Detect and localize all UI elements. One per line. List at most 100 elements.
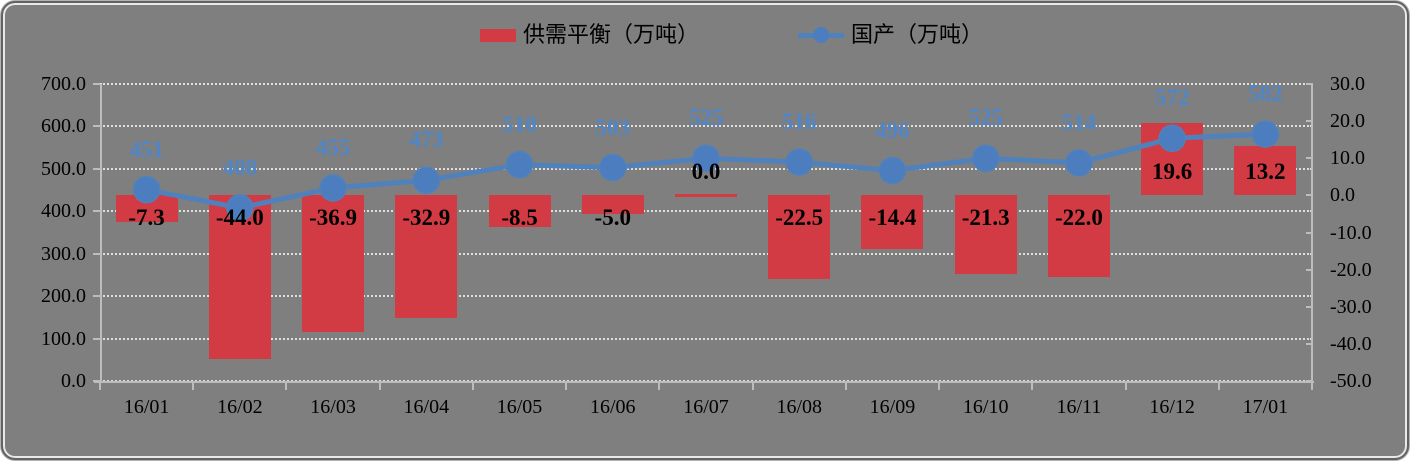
line-marker-icon xyxy=(226,194,254,222)
line-marker-icon xyxy=(1251,120,1280,148)
x-axis-tick xyxy=(192,382,195,390)
bar-16/11 xyxy=(1047,195,1110,278)
line-value-label: 503 xyxy=(595,114,631,140)
x-axis-category-label: 16/11 xyxy=(1056,396,1102,418)
x-axis-tick xyxy=(751,382,754,390)
right-axis-tick xyxy=(1306,83,1313,85)
x-axis-category-label: 16/09 xyxy=(869,396,916,418)
left-axis-tick-label: 0.0 xyxy=(61,370,86,392)
line-swatch-marker-icon xyxy=(813,27,829,43)
gridline xyxy=(100,295,1312,298)
line-marker-icon xyxy=(1158,124,1186,153)
left-axis-tick xyxy=(93,83,100,85)
bar-16/04 xyxy=(395,195,458,318)
x-axis-tick xyxy=(658,382,661,390)
bar-value-label: 19.6 xyxy=(1152,159,1193,185)
bar-16/09 xyxy=(861,195,924,249)
right-axis-tick xyxy=(1306,268,1313,271)
right-axis-tick-label: 0.0 xyxy=(1330,184,1355,207)
legend-item-supply-demand-balance[interactable]: 供需平衡（万吨） xyxy=(480,22,699,48)
right-axis-tick-label: 30.0 xyxy=(1330,73,1365,95)
right-axis-line xyxy=(1311,84,1313,383)
right-axis-tick-label: -10.0 xyxy=(1330,221,1372,244)
x-axis-category-label: 16/07 xyxy=(683,396,729,418)
line-value-label: 525 xyxy=(968,105,1003,131)
right-axis-tick-label: 10.0 xyxy=(1330,147,1365,170)
gridline xyxy=(100,252,1312,255)
line-marker-icon xyxy=(599,153,627,182)
x-axis-tick xyxy=(1031,382,1034,390)
right-axis-tick-label: -20.0 xyxy=(1330,258,1372,281)
x-axis-tick xyxy=(1311,382,1313,390)
x-axis-category-label: 16/04 xyxy=(403,396,450,418)
left-axis-tick xyxy=(93,167,100,170)
line-value-label: 496 xyxy=(875,117,910,143)
line-value-label: 408 xyxy=(222,154,258,180)
line-marker-icon xyxy=(785,148,813,176)
gridline xyxy=(100,210,1312,213)
legend-item-domestic-production[interactable]: 国产（万吨） xyxy=(798,22,983,48)
right-axis-tick xyxy=(1306,342,1313,345)
bar-value-label: 0.0 xyxy=(691,159,721,185)
bar-16/05 xyxy=(488,195,551,227)
gridline xyxy=(100,337,1312,340)
x-axis-tick xyxy=(1217,382,1220,390)
line-value-label: 514 xyxy=(1061,109,1097,135)
left-axis-tick xyxy=(93,125,100,128)
line-marker-icon xyxy=(505,150,534,179)
x-axis-tick xyxy=(99,382,101,390)
right-axis-tick-label: -30.0 xyxy=(1330,295,1372,318)
line-value-label: 510 xyxy=(502,111,537,137)
x-axis-category-label: 17/01 xyxy=(1242,396,1289,418)
x-axis-category-label: 16/10 xyxy=(962,396,1009,418)
line-value-label: 516 xyxy=(781,109,817,135)
right-axis-tick xyxy=(1306,305,1313,308)
gridline xyxy=(100,83,1312,85)
right-axis-tick-label: -50.0 xyxy=(1330,370,1372,392)
bar-value-label: -8.5 xyxy=(501,205,538,231)
bar-value-label: -32.9 xyxy=(402,205,451,231)
x-axis-category-label: 16/08 xyxy=(776,396,822,418)
bar-17/01 xyxy=(1234,146,1297,196)
right-axis-tick xyxy=(1306,120,1313,123)
left-axis-line xyxy=(100,84,102,383)
bar-value-label: -5.0 xyxy=(594,205,631,231)
bar-value-label: -7.3 xyxy=(128,205,165,231)
x-axis-category-label: 16/05 xyxy=(496,396,543,418)
x-axis-category-label: 16/12 xyxy=(1149,396,1195,418)
left-axis-tick-label: 400.0 xyxy=(41,200,86,223)
left-axis-tick xyxy=(93,210,100,213)
bar-value-label: -36.9 xyxy=(309,205,358,231)
right-axis-tick xyxy=(1306,380,1313,382)
line-series-swatch-icon xyxy=(798,27,844,43)
line-marker-icon xyxy=(878,156,907,185)
line-value-label: 582 xyxy=(1248,81,1283,107)
bar-16/06 xyxy=(581,195,644,214)
bar-16/10 xyxy=(954,195,1017,275)
x-axis-tick xyxy=(844,382,847,390)
line-marker-icon xyxy=(132,175,161,204)
right-axis-tick xyxy=(1306,194,1313,197)
left-axis-tick-label: 500.0 xyxy=(41,157,86,180)
bar-value-label: -21.3 xyxy=(961,205,1010,231)
line-marker-icon xyxy=(1065,149,1093,177)
line-value-label: 455 xyxy=(315,134,351,160)
x-axis-tick xyxy=(285,382,288,390)
bar-16/08 xyxy=(768,195,831,279)
x-axis-tick xyxy=(378,382,381,390)
right-axis-tick xyxy=(1306,231,1313,234)
gridline xyxy=(100,125,1312,128)
bar-16/03 xyxy=(302,195,365,333)
bar-16/02 xyxy=(208,195,271,359)
x-axis-line xyxy=(94,381,1314,383)
left-axis-tick-label: 600.0 xyxy=(41,115,86,138)
x-axis-tick xyxy=(938,382,941,390)
x-axis-category-label: 16/06 xyxy=(589,396,636,418)
bar-value-label: -22.5 xyxy=(775,205,824,231)
right-axis-tick-label: 20.0 xyxy=(1330,110,1365,133)
left-axis-tick xyxy=(93,380,100,382)
left-axis-tick xyxy=(93,295,100,298)
line-value-label: 451 xyxy=(129,136,164,162)
